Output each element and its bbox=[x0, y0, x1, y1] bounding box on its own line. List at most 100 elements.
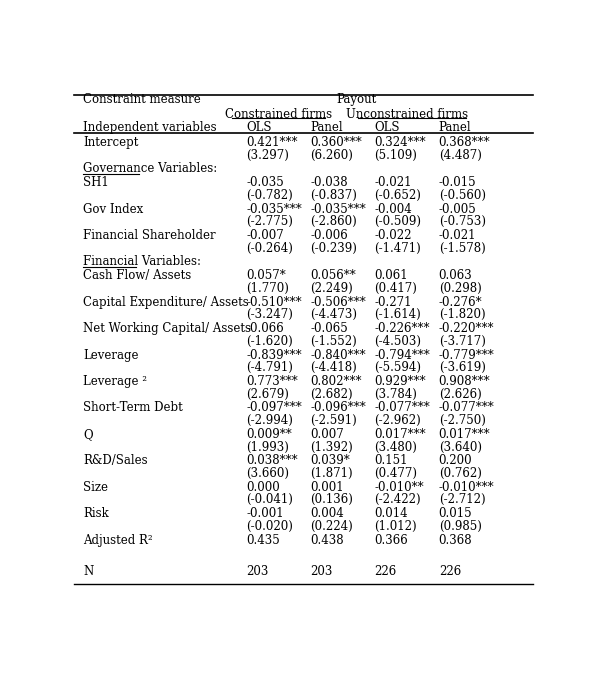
Text: (-4.473): (-4.473) bbox=[310, 308, 358, 321]
Text: (-2.962): (-2.962) bbox=[375, 414, 422, 427]
Text: Size: Size bbox=[83, 481, 108, 494]
Text: 0.324***: 0.324*** bbox=[375, 136, 426, 149]
Text: -0.096***: -0.096*** bbox=[310, 401, 366, 414]
Text: Panel: Panel bbox=[439, 121, 471, 134]
Text: -0.794***: -0.794*** bbox=[375, 349, 430, 361]
Text: 0.368***: 0.368*** bbox=[439, 136, 490, 149]
Text: -0.021: -0.021 bbox=[375, 176, 412, 189]
Text: 0.057*: 0.057* bbox=[246, 269, 286, 282]
Text: -0.004: -0.004 bbox=[375, 202, 412, 215]
Text: -0.010**: -0.010** bbox=[375, 481, 424, 494]
Text: (0.224): (0.224) bbox=[310, 520, 353, 533]
Text: (-0.560): (-0.560) bbox=[439, 189, 486, 202]
Text: (1.392): (1.392) bbox=[310, 440, 353, 453]
Text: (-2.591): (-2.591) bbox=[310, 414, 357, 427]
Text: 0.004: 0.004 bbox=[310, 507, 344, 520]
Text: -0.077***: -0.077*** bbox=[439, 401, 494, 414]
Text: 0.366: 0.366 bbox=[375, 534, 408, 547]
Text: 0.015: 0.015 bbox=[439, 507, 472, 520]
Text: (2.249): (2.249) bbox=[310, 282, 353, 295]
Text: (-4.418): (-4.418) bbox=[310, 361, 357, 374]
Text: (6.260): (6.260) bbox=[310, 149, 353, 162]
Text: (2.626): (2.626) bbox=[439, 387, 481, 400]
Text: (0.417): (0.417) bbox=[375, 282, 417, 295]
Text: Q: Q bbox=[83, 428, 93, 441]
Text: (-4.791): (-4.791) bbox=[246, 361, 293, 374]
Text: (0.985): (0.985) bbox=[439, 520, 482, 533]
Text: (-1.578): (-1.578) bbox=[439, 241, 485, 255]
Text: (-0.837): (-0.837) bbox=[310, 189, 357, 202]
Text: 0.056**: 0.056** bbox=[310, 269, 356, 282]
Text: (-2.750): (-2.750) bbox=[439, 414, 485, 427]
Text: (-3.619): (-3.619) bbox=[439, 361, 485, 374]
Text: -0.066: -0.066 bbox=[246, 322, 284, 335]
Text: Unconstrained firms: Unconstrained firms bbox=[346, 107, 468, 120]
Text: OLS: OLS bbox=[246, 121, 272, 134]
Text: 0.435: 0.435 bbox=[246, 534, 280, 547]
Text: 0.773***: 0.773*** bbox=[246, 375, 298, 388]
Text: 0.929***: 0.929*** bbox=[375, 375, 426, 388]
Text: 0.000: 0.000 bbox=[246, 481, 280, 494]
Text: (3.660): (3.660) bbox=[246, 467, 289, 480]
Text: (-0.509): (-0.509) bbox=[375, 215, 422, 228]
Text: -0.839***: -0.839*** bbox=[246, 349, 302, 361]
Text: -0.038: -0.038 bbox=[310, 176, 348, 189]
Text: 0.421***: 0.421*** bbox=[246, 136, 298, 149]
Text: (-5.594): (-5.594) bbox=[375, 361, 422, 374]
Text: (-0.782): (-0.782) bbox=[246, 189, 293, 202]
Text: Leverage: Leverage bbox=[83, 349, 139, 361]
Text: (3.297): (3.297) bbox=[246, 149, 289, 162]
Text: -0.271: -0.271 bbox=[375, 296, 412, 309]
Text: R&D/Sales: R&D/Sales bbox=[83, 454, 148, 467]
Text: Panel: Panel bbox=[310, 121, 343, 134]
Text: 0.368: 0.368 bbox=[439, 534, 472, 547]
Text: Financial Shareholder: Financial Shareholder bbox=[83, 229, 216, 242]
Text: Constraint measure: Constraint measure bbox=[83, 93, 201, 106]
Text: (0.298): (0.298) bbox=[439, 282, 481, 295]
Text: Independent variables: Independent variables bbox=[83, 121, 217, 134]
Text: -0.506***: -0.506*** bbox=[310, 296, 366, 309]
Text: -0.010***: -0.010*** bbox=[439, 481, 494, 494]
Text: -0.015: -0.015 bbox=[439, 176, 477, 189]
Text: (3.480): (3.480) bbox=[375, 440, 417, 453]
Text: (-1.471): (-1.471) bbox=[375, 241, 422, 255]
Text: (-1.614): (-1.614) bbox=[375, 308, 422, 321]
Text: (-3.717): (-3.717) bbox=[439, 335, 485, 347]
Text: (-0.264): (-0.264) bbox=[246, 241, 293, 255]
Text: 0.200: 0.200 bbox=[439, 454, 472, 467]
Text: Intercept: Intercept bbox=[83, 136, 139, 149]
Text: OLS: OLS bbox=[375, 121, 400, 134]
Text: Leverage ²: Leverage ² bbox=[83, 375, 147, 388]
Text: (1.770): (1.770) bbox=[246, 282, 289, 295]
Text: Cash Flow/ Assets: Cash Flow/ Assets bbox=[83, 269, 191, 282]
Text: (-2.860): (-2.860) bbox=[310, 215, 357, 228]
Text: SH1: SH1 bbox=[83, 176, 109, 189]
Text: (-0.020): (-0.020) bbox=[246, 520, 293, 533]
Text: (1.993): (1.993) bbox=[246, 440, 289, 453]
Text: (-2.712): (-2.712) bbox=[439, 493, 485, 506]
Text: Short-Term Debt: Short-Term Debt bbox=[83, 401, 183, 414]
Text: (0.477): (0.477) bbox=[375, 467, 417, 480]
Text: Net Working Capital/ Assets: Net Working Capital/ Assets bbox=[83, 322, 251, 335]
Text: N: N bbox=[83, 565, 94, 578]
Text: Adjusted R²: Adjusted R² bbox=[83, 534, 153, 547]
Text: (1.871): (1.871) bbox=[310, 467, 353, 480]
Text: 0.908***: 0.908*** bbox=[439, 375, 490, 388]
Text: (2.679): (2.679) bbox=[246, 387, 289, 400]
Text: -0.035***: -0.035*** bbox=[246, 202, 302, 215]
Text: 0.001: 0.001 bbox=[310, 481, 344, 494]
Text: (0.762): (0.762) bbox=[439, 467, 482, 480]
Text: 203: 203 bbox=[246, 565, 268, 578]
Text: -0.021: -0.021 bbox=[439, 229, 476, 242]
Text: -0.779***: -0.779*** bbox=[439, 349, 494, 361]
Text: 226: 226 bbox=[375, 565, 397, 578]
Text: (1.012): (1.012) bbox=[375, 520, 417, 533]
Text: (-1.552): (-1.552) bbox=[310, 335, 357, 347]
Text: (-3.247): (-3.247) bbox=[246, 308, 293, 321]
Text: (-0.652): (-0.652) bbox=[375, 189, 422, 202]
Text: 0.014: 0.014 bbox=[375, 507, 408, 520]
Text: Gov Index: Gov Index bbox=[83, 202, 143, 215]
Text: -0.035: -0.035 bbox=[246, 176, 284, 189]
Text: Payout: Payout bbox=[336, 93, 377, 106]
Text: Governance Variables:: Governance Variables: bbox=[83, 162, 217, 175]
